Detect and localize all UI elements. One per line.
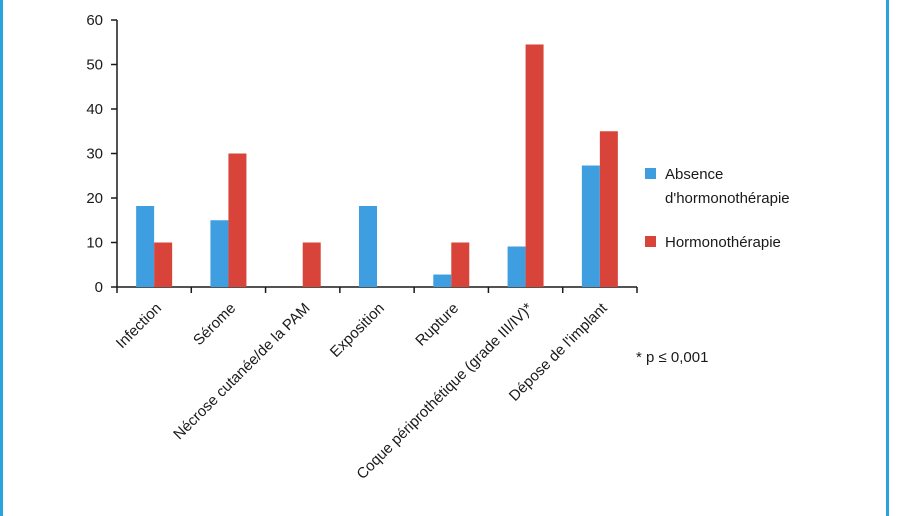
- bar-hormonotherapie: [228, 153, 247, 287]
- bar-absence: [581, 165, 600, 287]
- x-axis: [116, 286, 638, 293]
- y-tick-label: 0: [95, 279, 103, 296]
- legend-label: Hormonothérapie: [665, 234, 781, 251]
- bar-absence: [359, 206, 377, 287]
- frame-right-border: [886, 0, 889, 516]
- y-tick-label: 50: [86, 57, 103, 74]
- bars: [136, 44, 618, 287]
- y-tick-label: 60: [86, 12, 103, 29]
- y-tick-label: 20: [86, 190, 103, 207]
- bar-hormonotherapie: [525, 44, 544, 287]
- y-tick-label: 40: [86, 101, 103, 118]
- bar-hormonotherapie: [451, 242, 470, 287]
- bar-hormonotherapie: [599, 131, 618, 287]
- bar-hormonotherapie: [154, 242, 173, 287]
- bar-absence: [136, 206, 155, 287]
- y-axis: 0 10 20 30 40 50 60: [86, 12, 118, 296]
- y-tick-label: 30: [86, 146, 103, 163]
- bar-hormonotherapie: [302, 242, 321, 287]
- category-label: Sérome: [190, 300, 239, 349]
- bar-absence: [210, 220, 229, 287]
- category-label: Rupture: [412, 300, 462, 350]
- frame-left-border: [0, 0, 3, 516]
- legend: Absence d'hormonothérapie Hormonothérapie: [645, 166, 790, 251]
- category-label: Infection: [113, 300, 165, 352]
- bar-absence: [433, 274, 452, 287]
- bar-absence: [507, 246, 526, 287]
- significance-note: * p ≤ 0,001: [636, 349, 708, 366]
- legend-swatch: [645, 168, 656, 179]
- legend-label: d'hormonothérapie: [665, 190, 790, 207]
- legend-swatch: [645, 236, 656, 247]
- category-label: Nécrose cutanée/de la PAM: [170, 300, 313, 443]
- category-label: Exposition: [327, 300, 388, 361]
- y-tick-label: 10: [86, 235, 103, 252]
- legend-label: Absence: [665, 166, 723, 183]
